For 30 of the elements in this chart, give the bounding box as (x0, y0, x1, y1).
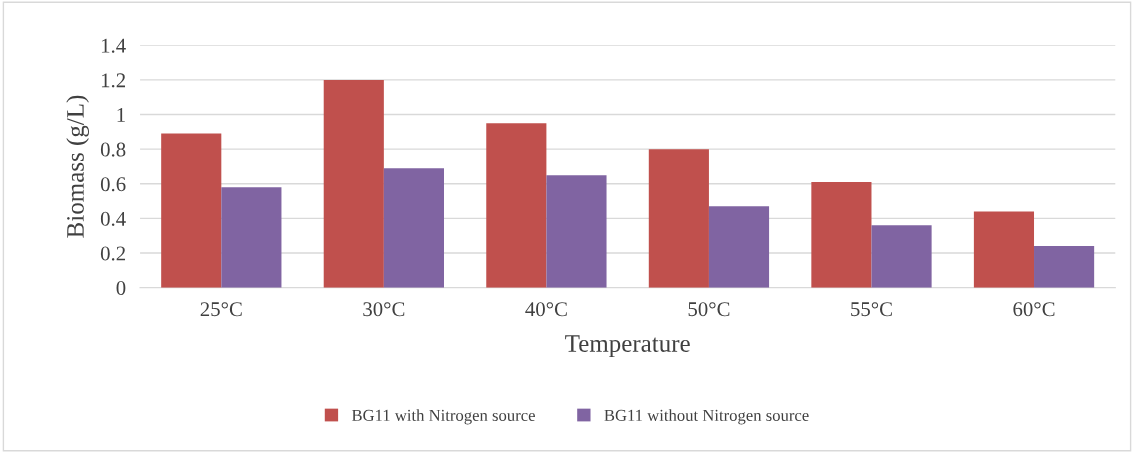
bar (323, 79, 384, 288)
x-tick-label: 25°C (200, 302, 242, 317)
x-tick-label: 50°C (688, 302, 730, 317)
y-tick-label: 1 (117, 108, 125, 122)
bar (383, 168, 444, 288)
bar (871, 225, 932, 288)
bar (1034, 246, 1095, 288)
bar (221, 187, 282, 288)
x-axis-title: Temperature (565, 335, 690, 357)
bar (546, 175, 607, 288)
legend-label: BG11 without Nitrogen source (604, 409, 809, 425)
bar (811, 182, 872, 288)
x-tick-label: 60°C (1013, 302, 1055, 317)
legend-label: BG11 with Nitrogen source (351, 409, 535, 425)
bar (973, 211, 1035, 288)
y-axis-title: Biomass (g/L) (66, 95, 90, 238)
x-tick-label: 30°C (363, 302, 405, 317)
y-tick-label: 0 (116, 281, 126, 296)
bar (486, 123, 547, 288)
x-tick-label: 55°C (851, 302, 892, 317)
y-tick-label: 0.6 (100, 177, 126, 192)
y-tick-label: 0.4 (100, 211, 126, 226)
x-tick-label: 40°C (525, 302, 567, 317)
y-tick-label: 1.4 (101, 38, 126, 53)
bar (161, 133, 222, 288)
y-tick-label: 0.8 (100, 142, 126, 157)
y-tick-label: 0.2 (100, 246, 126, 261)
bar (708, 206, 770, 288)
y-tick-label: 1.2 (101, 73, 126, 88)
bar (648, 149, 709, 288)
